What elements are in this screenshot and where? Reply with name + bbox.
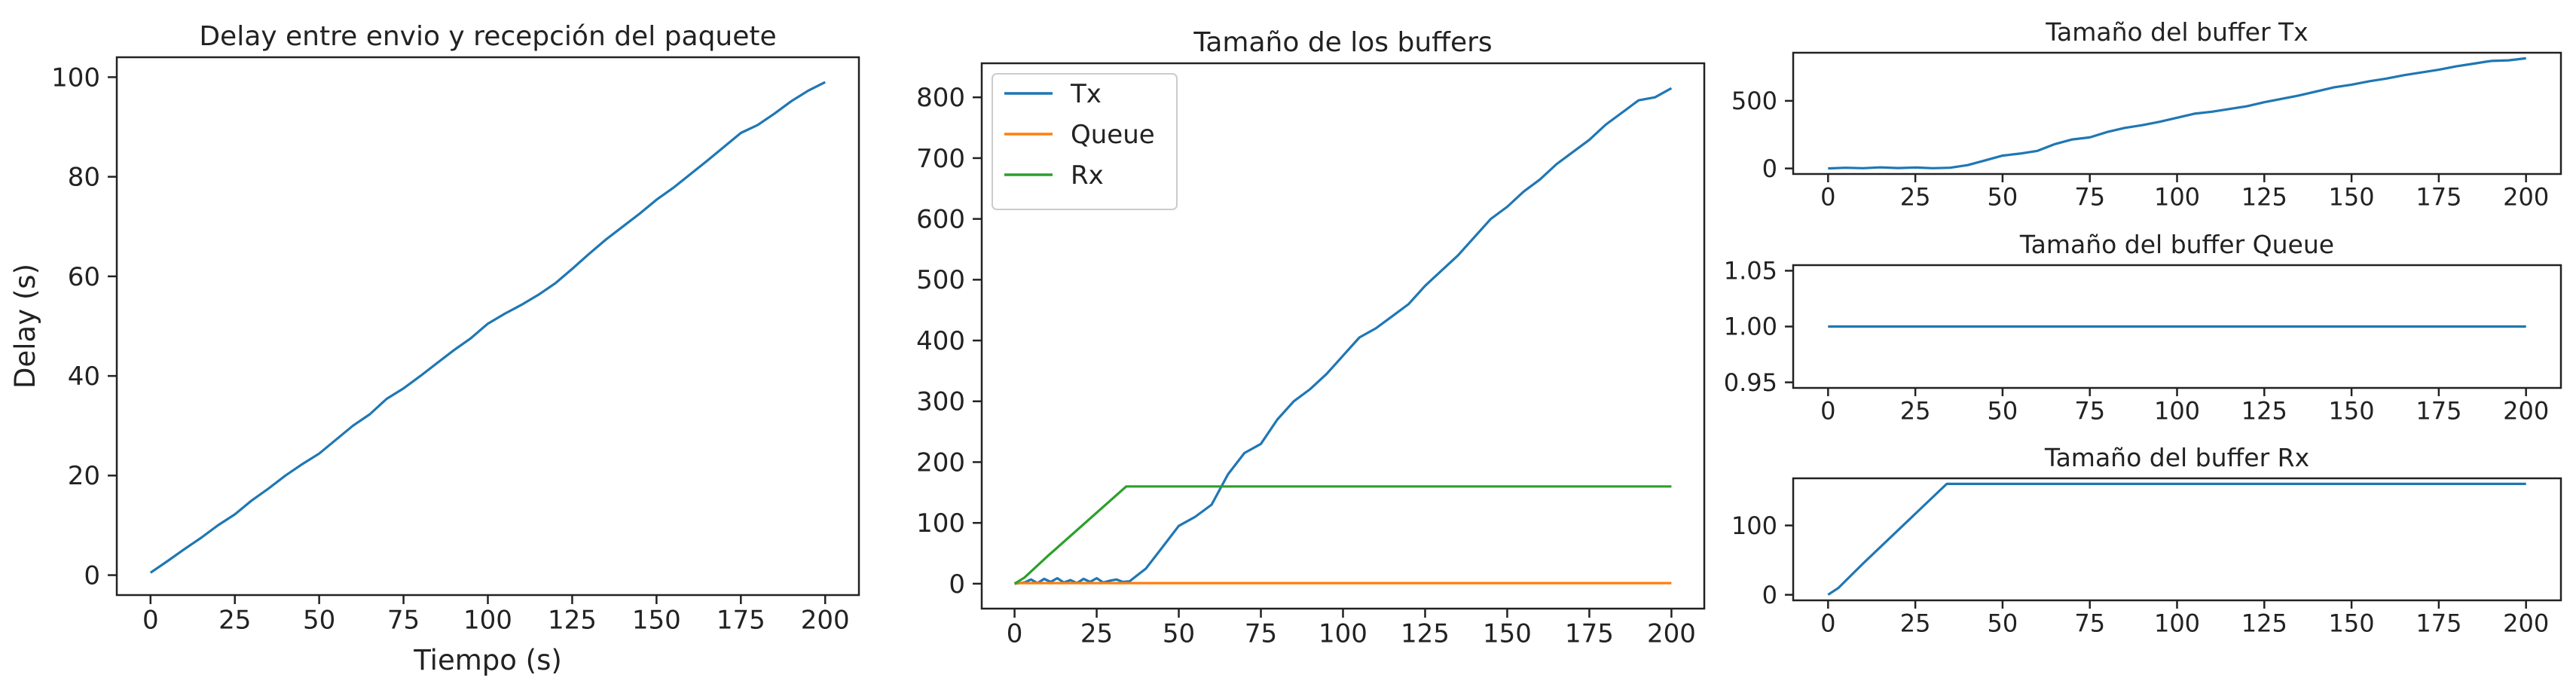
series-line-1 bbox=[149, 81, 826, 574]
x-tick-label: 25 bbox=[1900, 396, 1931, 425]
axes-frame bbox=[1792, 477, 2562, 602]
y-tick-label: 0.95 bbox=[1724, 368, 1777, 397]
x-tick-label: 75 bbox=[1245, 618, 1277, 649]
y-tick-label: 1.05 bbox=[1724, 257, 1777, 285]
legend-label-tx: Tx bbox=[1070, 79, 1102, 109]
chart-title: Tamaño del buffer Tx bbox=[2045, 17, 2308, 47]
y-tick-label: 100 bbox=[51, 63, 100, 93]
x-tick-label: 25 bbox=[1900, 182, 1931, 211]
y-tick-label: 500 bbox=[916, 265, 965, 295]
y-tick-label: 200 bbox=[916, 447, 965, 478]
x-tick-label: 200 bbox=[2503, 396, 2549, 425]
y-tick-label: 0 bbox=[1762, 154, 1777, 183]
y-tick-label: 400 bbox=[916, 326, 965, 356]
y-tick-label: 100 bbox=[916, 508, 965, 539]
x-tick-label: 0 bbox=[1820, 609, 1835, 637]
legend-label-rx: Rx bbox=[1071, 160, 1104, 191]
x-tick-label: 100 bbox=[2154, 609, 2200, 637]
x-tick-label: 0 bbox=[1007, 618, 1023, 649]
x-tick-label: 75 bbox=[387, 605, 420, 635]
y-tick-label: 600 bbox=[916, 205, 965, 235]
y-tick-label: 0 bbox=[84, 560, 100, 591]
axes-frame bbox=[1792, 51, 2562, 176]
x-tick-label: 125 bbox=[2241, 396, 2287, 425]
x-tick-label: 100 bbox=[1319, 618, 1367, 649]
x-tick-label: 150 bbox=[2329, 609, 2375, 637]
x-tick-label: 175 bbox=[2416, 609, 2461, 637]
y-tick-label: 80 bbox=[68, 163, 100, 193]
x-tick-label: 150 bbox=[632, 605, 681, 635]
x-tick-label: 25 bbox=[218, 605, 251, 635]
x-tick-label: 100 bbox=[463, 605, 512, 635]
y-tick-label: 20 bbox=[68, 461, 100, 491]
x-tick-label: 0 bbox=[142, 605, 159, 635]
x-tick-label: 125 bbox=[548, 605, 597, 635]
chart-5: 0 25 50 75 100 125 150 175 200 0 100 Tamaño del buf… bbox=[1731, 443, 2562, 637]
x-tick-label: 50 bbox=[1988, 182, 2018, 211]
x-tick-label: 200 bbox=[1647, 618, 1696, 649]
x-tick-label: 175 bbox=[2416, 396, 2461, 425]
x-tick-label: 150 bbox=[2329, 396, 2375, 425]
x-tick-label: 175 bbox=[2416, 182, 2461, 211]
x-tick-label: 25 bbox=[1080, 618, 1113, 649]
chart-4: 0 25 50 75 100 125 150 175 200 0.95 1.00 1.05 Tamaño… bbox=[1724, 230, 2562, 425]
chart-title: Tamaño del buffer Queue bbox=[2019, 230, 2334, 259]
x-tick-label: 50 bbox=[1988, 609, 2018, 637]
y-tick-label: 700 bbox=[916, 144, 965, 174]
x-tick-label: 25 bbox=[1900, 609, 1931, 637]
x-tick-label: 75 bbox=[2074, 396, 2105, 425]
y-tick-label: 0 bbox=[1762, 581, 1777, 609]
chart-title: Tamaño del buffer Rx bbox=[2044, 443, 2309, 472]
x-tick-label: 50 bbox=[1163, 618, 1195, 649]
x-tick-label: 150 bbox=[1483, 618, 1532, 649]
x-tick-label: 200 bbox=[2503, 609, 2549, 637]
y-tick-label: 500 bbox=[1731, 87, 1777, 115]
y-tick-label: 0 bbox=[949, 569, 965, 600]
chart-3: 0 25 50 75 100 125 150 175 200 0 500 Tamaño del buf… bbox=[1731, 17, 2562, 211]
y-tick-label: 800 bbox=[916, 83, 965, 113]
chart-1: 0 25 50 75 100 125 150 175 200 0 20 40 60 80 100 Delay … bbox=[9, 21, 860, 676]
legend-label-queue: Queue bbox=[1071, 120, 1155, 150]
y-tick-label: 40 bbox=[68, 362, 100, 392]
x-tick-label: 0 bbox=[1820, 396, 1835, 425]
series-line-tx bbox=[1014, 87, 1673, 585]
x-tick-label: 125 bbox=[2241, 609, 2287, 637]
x-tick-label: 100 bbox=[2154, 396, 2200, 425]
x-tick-label: 125 bbox=[1401, 618, 1450, 649]
x-tick-label: 175 bbox=[717, 605, 765, 635]
y-tick-label: 100 bbox=[1731, 511, 1777, 540]
x-tick-label: 175 bbox=[1565, 618, 1614, 649]
x-tick-label: 75 bbox=[2074, 609, 2105, 637]
y-tick-label: 60 bbox=[68, 262, 100, 292]
x-tick-label: 50 bbox=[1988, 396, 2018, 425]
series-line-1 bbox=[1828, 56, 2526, 170]
x-tick-label: 100 bbox=[2154, 182, 2200, 211]
x-tick-label: 125 bbox=[2241, 182, 2287, 211]
series-line-1 bbox=[1827, 482, 2526, 596]
x-tick-label: 200 bbox=[801, 605, 850, 635]
x-axis-label: Tiempo (s) bbox=[413, 644, 562, 676]
x-tick-label: 200 bbox=[2503, 182, 2549, 211]
y-axis-label: Delay (s) bbox=[9, 264, 41, 389]
chart-2: 0 25 50 75 100 125 150 175 200 0 100 200 300 400 500 60… bbox=[916, 27, 1706, 649]
x-tick-label: 0 bbox=[1820, 182, 1835, 211]
series-line-rx bbox=[1013, 485, 1672, 585]
y-tick-label: 1.00 bbox=[1724, 313, 1777, 341]
axes-frame bbox=[115, 56, 860, 597]
x-tick-label: 50 bbox=[303, 605, 335, 635]
y-tick-label: 300 bbox=[916, 387, 965, 417]
legend: Tx Queue Rx bbox=[992, 73, 1178, 210]
x-tick-label: 150 bbox=[2329, 182, 2375, 211]
chart-title: Delay entre envio y recepción del paquet… bbox=[199, 21, 776, 52]
chart-title: Tamaño de los buffers bbox=[1193, 27, 1492, 58]
x-tick-label: 75 bbox=[2074, 182, 2105, 211]
